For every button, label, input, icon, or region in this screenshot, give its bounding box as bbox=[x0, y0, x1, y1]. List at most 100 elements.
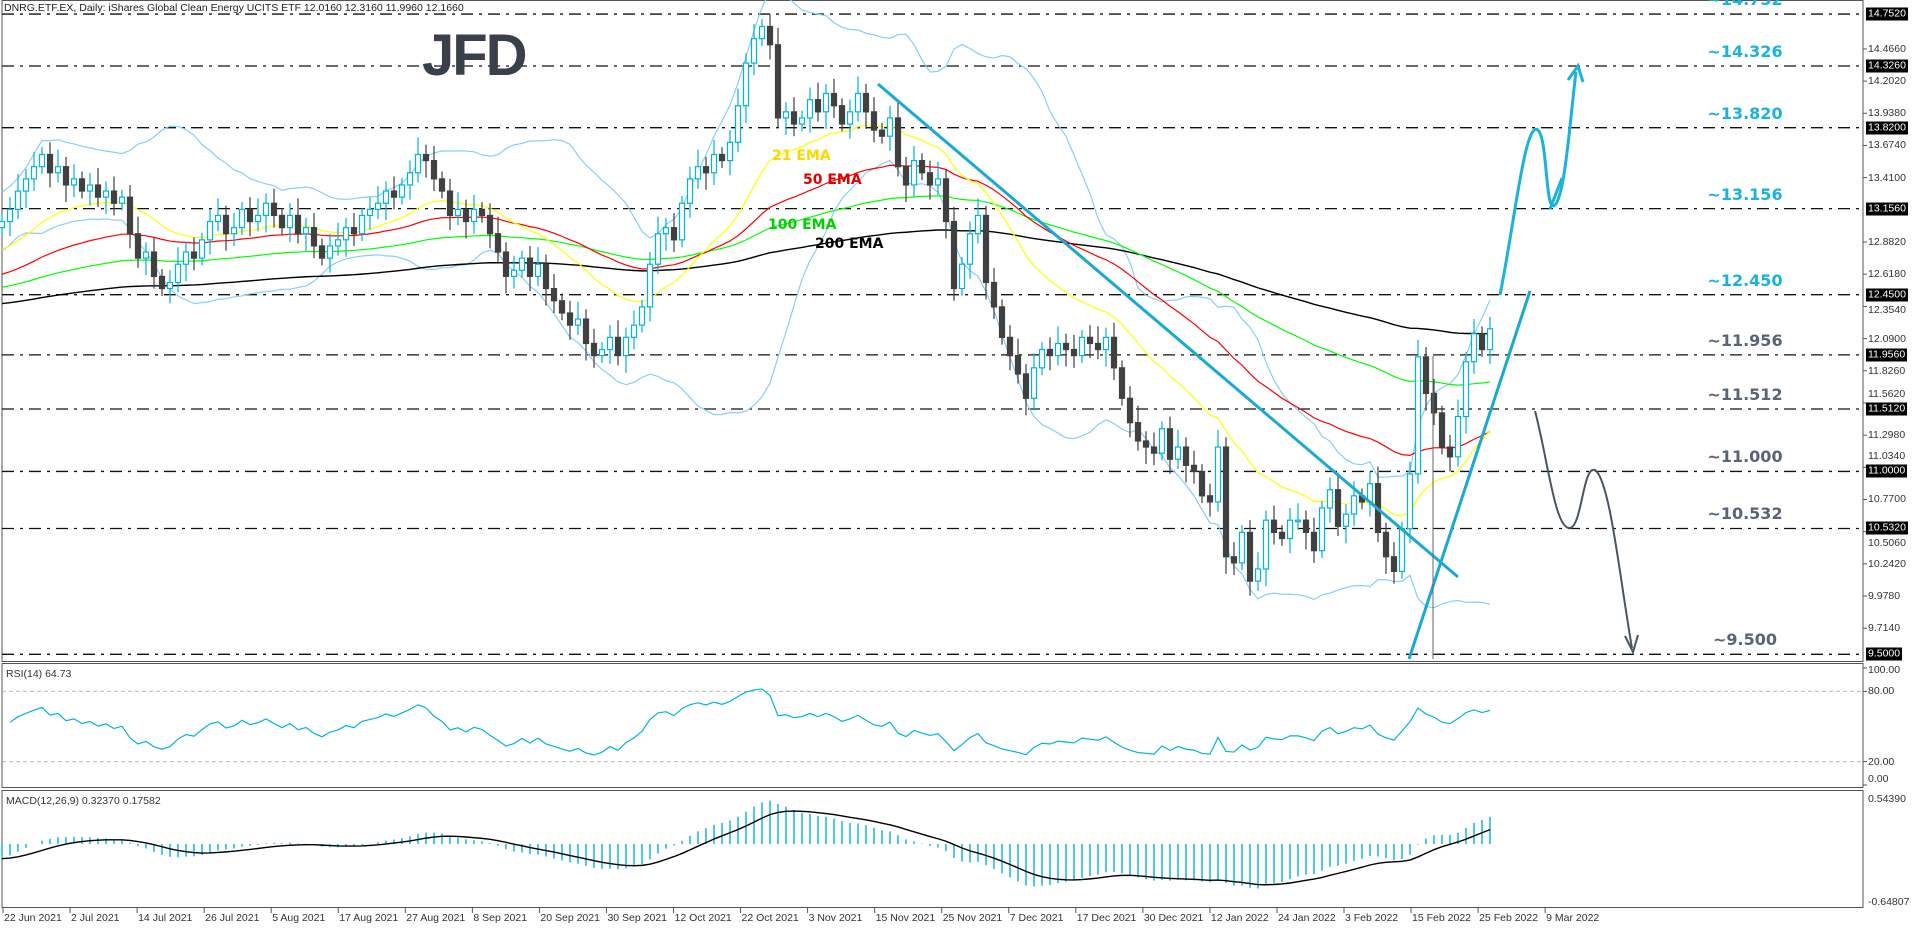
bull-candle bbox=[1342, 513, 1350, 527]
rsi-label: RSI(14) 64.73 bbox=[6, 668, 72, 680]
bear-candle bbox=[718, 153, 726, 162]
bull-candle bbox=[694, 166, 702, 180]
level-price-box: 10.5320 bbox=[1866, 521, 1908, 535]
price-tick-label: 11.5620 bbox=[1868, 388, 1906, 401]
bull-candle bbox=[54, 166, 62, 174]
macd-panel-border bbox=[1, 790, 1864, 908]
bear-candle bbox=[670, 227, 678, 241]
bear-candle bbox=[558, 300, 566, 314]
rsi-tick-label: 80.00 bbox=[1868, 685, 1895, 698]
bear-candle bbox=[270, 202, 278, 217]
bull-candle bbox=[38, 153, 46, 168]
bear-candle bbox=[1478, 333, 1486, 351]
bear-candle bbox=[1014, 355, 1022, 375]
bull-candle bbox=[1486, 328, 1494, 351]
bull-candle bbox=[910, 159, 918, 186]
bear-candle bbox=[190, 251, 198, 259]
bull-candle bbox=[334, 239, 342, 247]
bull-candle bbox=[1078, 336, 1086, 357]
bear-candle bbox=[1430, 392, 1438, 414]
bear-candle bbox=[542, 263, 550, 290]
bear-candle bbox=[1190, 464, 1198, 473]
bull-candle bbox=[598, 348, 606, 357]
bear-candle bbox=[110, 190, 118, 204]
bull-candle bbox=[118, 196, 126, 204]
bull-candle bbox=[198, 239, 206, 259]
bear-candle bbox=[862, 92, 870, 113]
date-tick-label: 5 Aug 2021 bbox=[272, 912, 326, 924]
bear-candle bbox=[526, 257, 534, 277]
bear-candle bbox=[1094, 342, 1102, 351]
bull-candle bbox=[1102, 336, 1110, 351]
forecast-branch bbox=[1548, 177, 1564, 210]
ema50-label: 50 EMA bbox=[803, 172, 862, 188]
bull-candle bbox=[1262, 519, 1270, 570]
bull-candle bbox=[374, 202, 382, 210]
bull-candle bbox=[782, 111, 790, 119]
bear-candle bbox=[318, 245, 326, 259]
bull-candle bbox=[286, 214, 294, 229]
price-tick-label: 11.0340 bbox=[1868, 450, 1906, 463]
bull-candle bbox=[1214, 446, 1222, 503]
bull-candle bbox=[0, 220, 6, 229]
bear-candle bbox=[1150, 446, 1158, 454]
date-tick-label: 12 Jan 2022 bbox=[1210, 912, 1269, 924]
arrow-up-icon bbox=[1566, 62, 1585, 83]
bull-candle bbox=[166, 281, 174, 290]
bull-candle bbox=[966, 233, 974, 265]
rsi-tick-label: 0.00 bbox=[1868, 773, 1889, 785]
bear-candle bbox=[478, 208, 486, 217]
date-tick-label: 17 Aug 2021 bbox=[339, 912, 399, 924]
bear-candle bbox=[1302, 519, 1310, 533]
bear-candle bbox=[1334, 489, 1342, 527]
arrow-down-icon bbox=[1624, 634, 1639, 655]
ema100-line bbox=[1, 195, 1491, 386]
bear-candle bbox=[830, 92, 838, 107]
bear-candle bbox=[550, 287, 558, 302]
date-tick-label: 15 Feb 2022 bbox=[1412, 912, 1472, 924]
price-tick-label: 11.8260 bbox=[1868, 364, 1906, 377]
ema21-label: 21 EMA bbox=[772, 148, 831, 164]
bull-candle bbox=[14, 190, 22, 210]
level-label: ~10.532 bbox=[1707, 504, 1783, 524]
price-tick-label: 12.3540 bbox=[1868, 303, 1906, 316]
bull-candle bbox=[382, 190, 390, 204]
level-label: ~13.820 bbox=[1707, 103, 1783, 123]
bull-candle bbox=[182, 251, 190, 265]
bull-candle bbox=[1462, 361, 1470, 418]
bull-candle bbox=[662, 227, 670, 235]
bear-candle bbox=[918, 159, 926, 174]
date-tick-label: 27 Aug 2021 bbox=[406, 912, 466, 924]
bull-candle bbox=[758, 25, 766, 40]
price-tick-label: 12.0900 bbox=[1868, 332, 1906, 345]
chart-title: DNRG.ETF.EX, Daily: iShares Global Clean… bbox=[4, 2, 464, 14]
bull-candle bbox=[358, 214, 366, 235]
bear-candle bbox=[1166, 428, 1174, 460]
date-tick-label: 26 Jul 2021 bbox=[205, 912, 260, 924]
date-tick-label: 30 Dec 2021 bbox=[1143, 912, 1204, 924]
price-tick-label: 10.7700 bbox=[1868, 493, 1906, 506]
bear-candle bbox=[1278, 531, 1286, 540]
bull-candle bbox=[1350, 495, 1358, 515]
macd-label: MACD(12,26,9) 0.32370 0.17582 bbox=[6, 795, 161, 807]
bull-candle bbox=[142, 251, 150, 259]
bull-candle bbox=[806, 99, 814, 119]
bear-candle bbox=[838, 105, 846, 125]
bear-candle bbox=[94, 184, 102, 198]
bear-candle bbox=[246, 208, 254, 223]
macd-signal-line bbox=[1, 810, 1491, 886]
date-tick-label: 7 Dec 2021 bbox=[1009, 912, 1064, 924]
level-price-box: 14.3260 bbox=[1866, 59, 1908, 73]
bear-candle bbox=[982, 214, 990, 284]
bear-candle bbox=[1070, 348, 1078, 357]
bull-candle bbox=[1054, 342, 1062, 357]
bear-candle bbox=[582, 318, 590, 345]
price-tick-label: 11.2980 bbox=[1868, 429, 1906, 442]
bull-candle bbox=[798, 117, 806, 125]
date-tick-label: 22 Oct 2021 bbox=[741, 912, 799, 924]
ema200-line bbox=[1, 229, 1491, 335]
price-tick-label: 12.6180 bbox=[1868, 268, 1906, 281]
date-tick-label: 2 Jul 2021 bbox=[71, 912, 120, 924]
bear-candle bbox=[438, 178, 446, 192]
